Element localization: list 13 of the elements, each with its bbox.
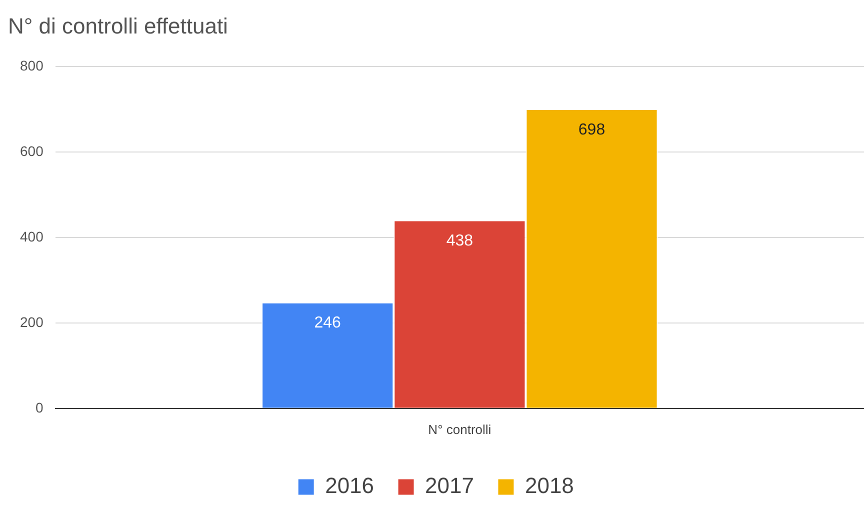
chart-title: N° di controlli effettuati <box>8 13 228 38</box>
legend-label: 2017 <box>425 473 474 498</box>
y-tick-label: 600 <box>20 142 44 159</box>
data-label: 246 <box>314 314 342 332</box>
y-tick-label: 400 <box>20 228 44 244</box>
legend-label: 2018 <box>524 473 574 498</box>
x-tick-label: N° controlli <box>428 422 492 437</box>
data-label: 438 <box>446 232 474 250</box>
y-tick-label: 200 <box>20 314 44 330</box>
data-label: 698 <box>578 121 606 138</box>
legend-label: 2016 <box>325 473 374 498</box>
y-tick-label: 0 <box>36 399 44 416</box>
y-tick-label: 800 <box>20 57 44 74</box>
